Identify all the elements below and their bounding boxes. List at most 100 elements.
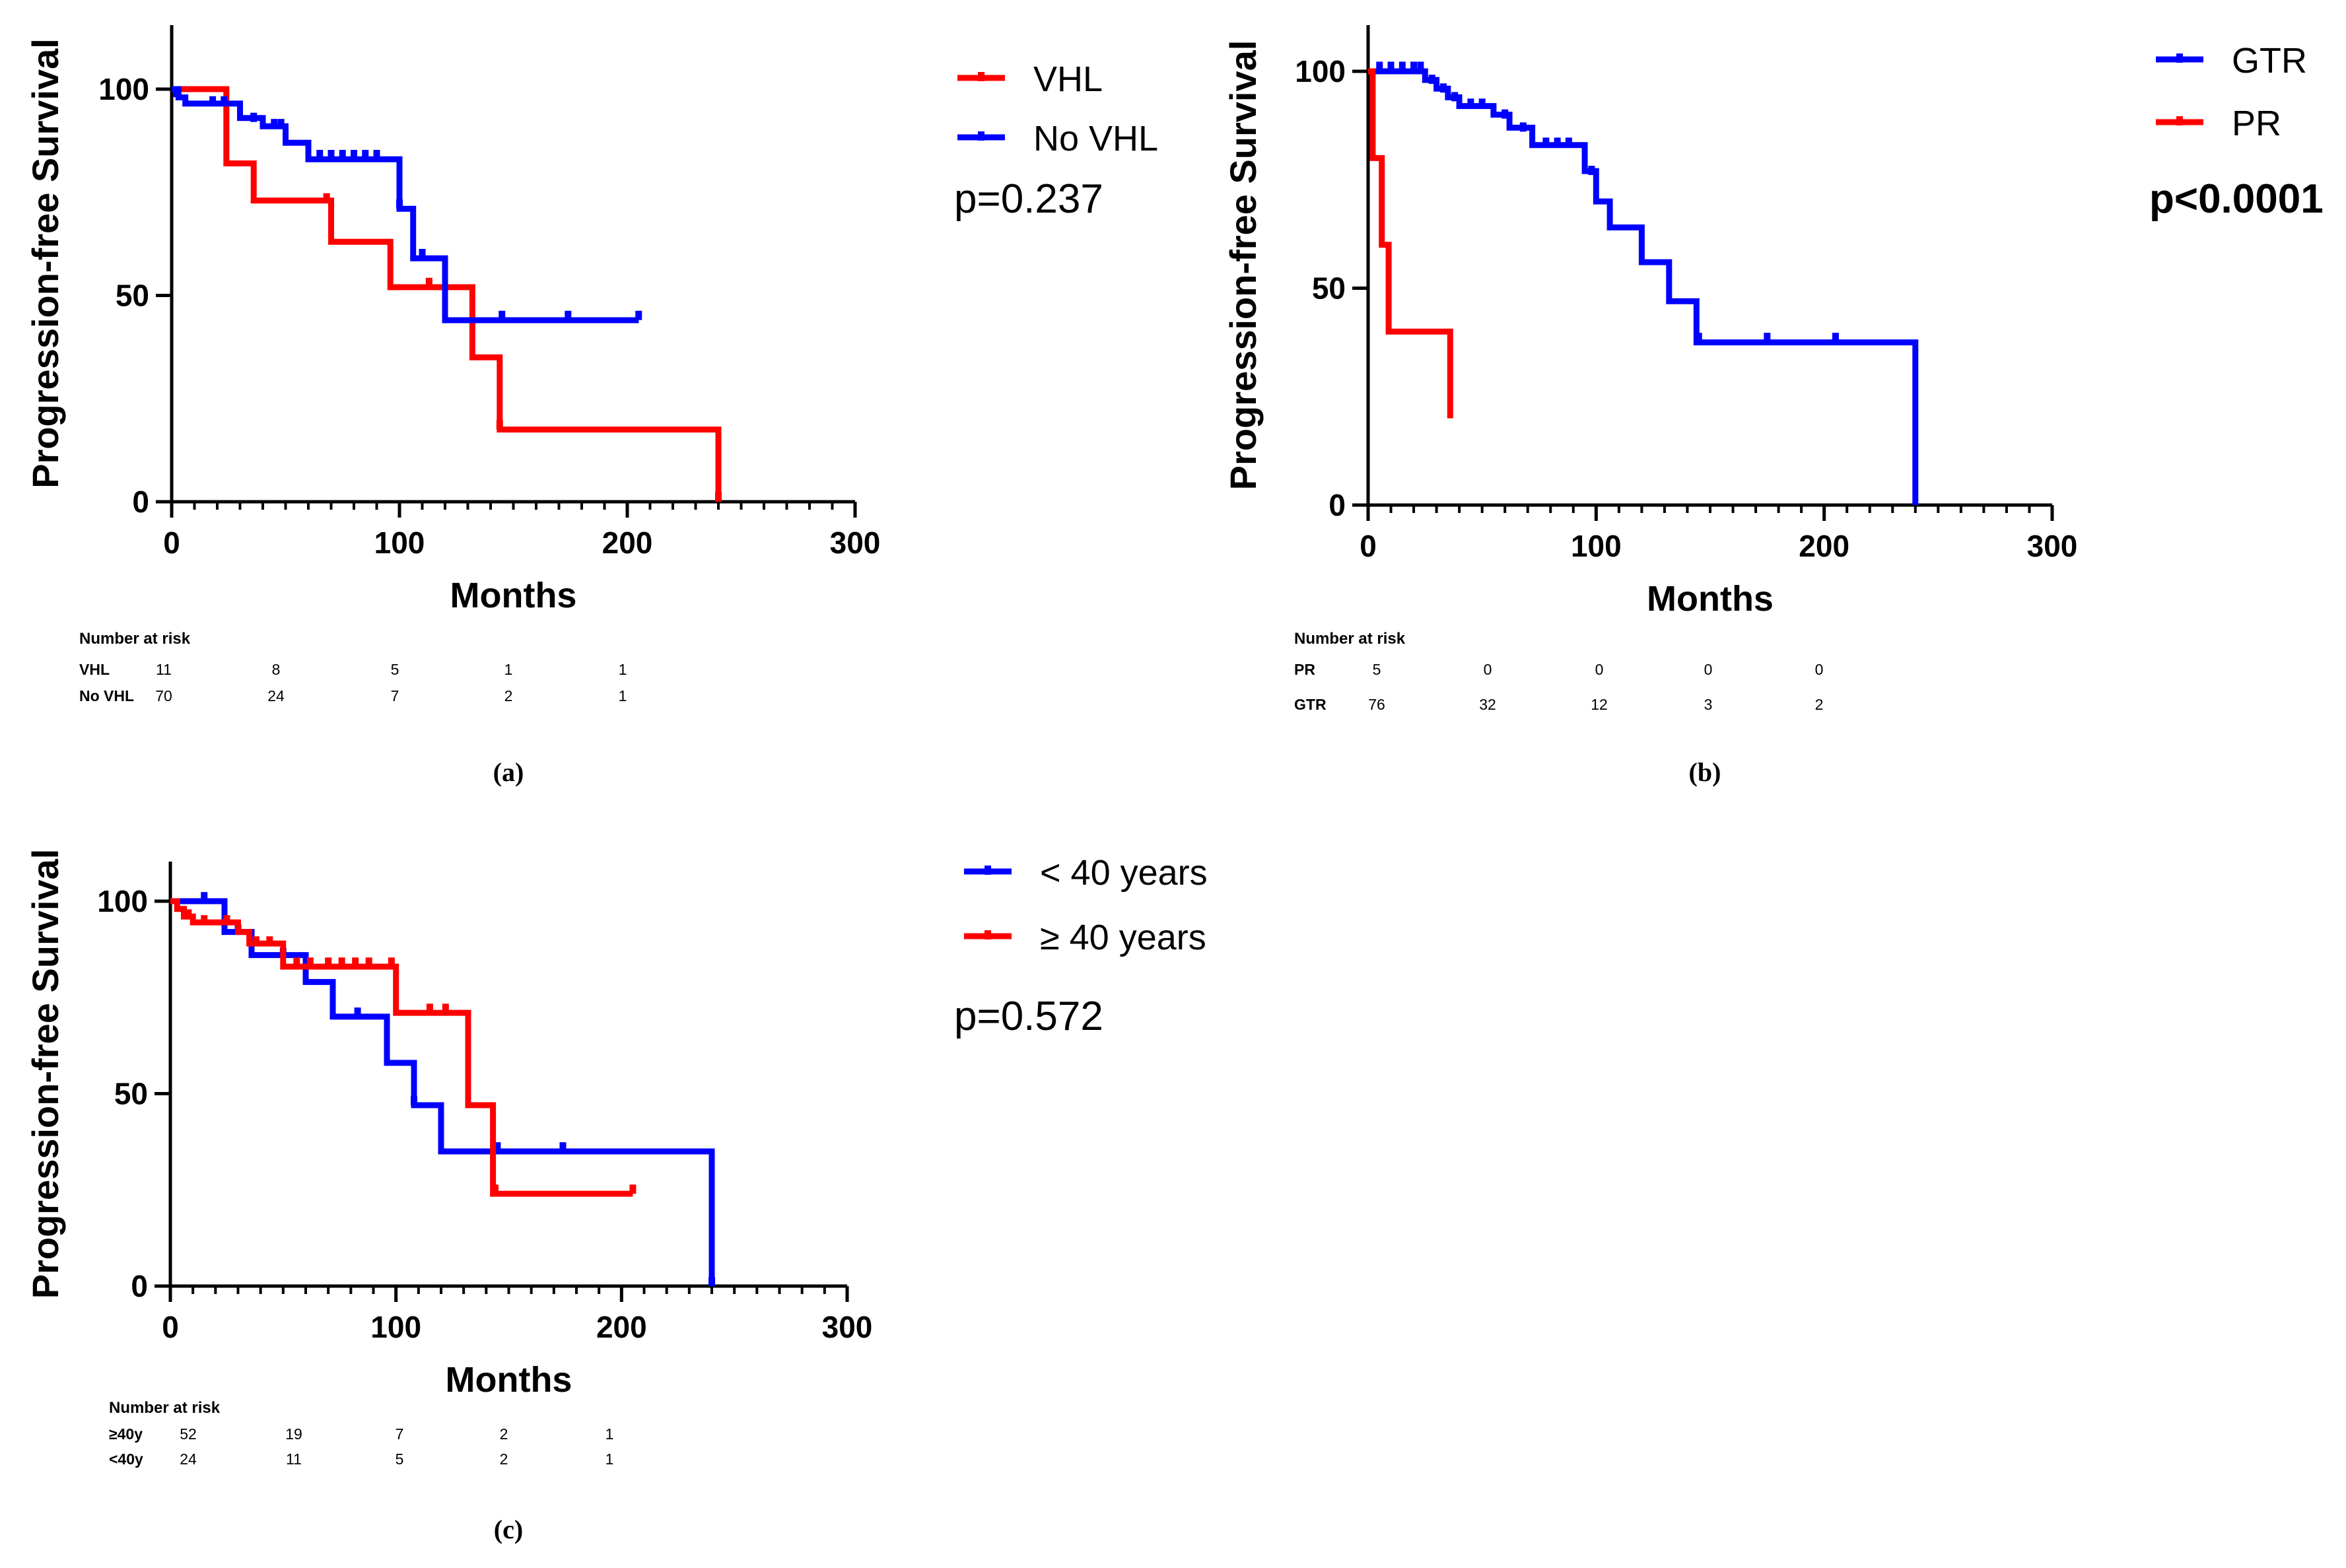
censor-mark — [1439, 83, 1447, 93]
y-tick-label: 100 — [98, 72, 149, 106]
legend-swatch-mark — [2176, 53, 2183, 63]
x-tick-label: 200 — [596, 1310, 647, 1344]
y-axis-title: Progression-free Survival — [1222, 40, 1264, 491]
x-axis-title: Months — [1647, 579, 1774, 619]
censor-mark — [223, 915, 230, 925]
censor-mark — [323, 193, 330, 203]
x-tick-label: 100 — [1571, 529, 1622, 563]
x-tick-label: 100 — [374, 526, 425, 560]
x-tick-label: 300 — [830, 526, 881, 560]
x-tick-label: 300 — [822, 1310, 873, 1344]
censor-mark — [362, 150, 369, 159]
censor-mark — [1387, 61, 1395, 71]
censor-mark — [354, 1007, 361, 1017]
censor-mark — [629, 1184, 637, 1194]
panel-label: (c) — [494, 1515, 523, 1544]
panel-label: (a) — [493, 757, 524, 787]
censor-mark — [1417, 61, 1424, 71]
censor-mark — [271, 119, 278, 129]
legend-label: GTR — [2232, 41, 2307, 81]
x-tick-label: 0 — [162, 1310, 179, 1344]
risk-value: 32 — [1479, 696, 1496, 713]
series-line — [1368, 68, 1453, 419]
series-line — [170, 898, 715, 1286]
censor-mark — [1478, 98, 1486, 108]
risk-value: 11 — [286, 1450, 302, 1468]
censor-mark — [338, 957, 345, 967]
risk-value: 0 — [1484, 661, 1492, 678]
censor-mark — [172, 88, 180, 98]
censor-mark — [1542, 137, 1550, 147]
series-2 — [170, 898, 637, 1197]
censor-mark — [396, 199, 403, 209]
risk-value: 5 — [391, 661, 399, 678]
censor-mark — [442, 1004, 449, 1013]
p-value: p=0.572 — [954, 994, 1103, 1039]
legend-swatch-mark — [984, 866, 991, 875]
y-tick-label: 50 — [116, 279, 149, 313]
risk-value: 8 — [272, 661, 281, 678]
risk-value: 0 — [1704, 661, 1713, 678]
p-value: p<0.0001 — [2149, 176, 2324, 222]
y-tick-label: 0 — [132, 485, 149, 519]
legend-label: ≥ 40 years — [1040, 918, 1206, 957]
censor-mark — [221, 96, 228, 106]
censor-mark — [419, 249, 426, 258]
legend-swatch-mark — [2176, 116, 2183, 125]
series-1 — [172, 86, 722, 502]
y-tick-label: 50 — [1312, 271, 1346, 306]
censor-mark — [1467, 98, 1474, 108]
risk-value: 12 — [1591, 696, 1608, 713]
risk-value: 1 — [605, 1450, 614, 1468]
x-tick-label: 200 — [1799, 529, 1849, 563]
risk-value: 11 — [156, 661, 172, 678]
y-tick-label: 0 — [1328, 488, 1346, 522]
censor-mark — [411, 1096, 417, 1106]
risk-value: 3 — [1704, 696, 1713, 713]
series-line — [1368, 68, 1919, 505]
x-tick-label: 0 — [163, 526, 180, 560]
censor-mark — [492, 1184, 499, 1194]
risk-value: 24 — [180, 1450, 197, 1468]
risk-row-label: PR — [1294, 661, 1315, 678]
x-tick-label: 200 — [602, 526, 653, 560]
legend-label: No VHL — [1033, 119, 1158, 158]
y-tick-label: 50 — [114, 1077, 148, 1111]
censor-mark — [252, 936, 259, 946]
censor-mark — [293, 957, 300, 967]
legend-swatch-mark — [984, 930, 991, 939]
legend-swatch-mark — [978, 131, 984, 141]
series-line — [172, 86, 639, 324]
risk-value: 7 — [391, 687, 399, 704]
censor-mark — [494, 1142, 501, 1152]
censor-mark — [1588, 166, 1595, 176]
series-line — [170, 898, 633, 1197]
x-axis-title: Months — [446, 1360, 572, 1400]
risk-value: 7 — [396, 1425, 404, 1443]
censor-mark — [339, 150, 346, 159]
chart-panel-1: 0 100 200 300 0 50 100 Months Progression-free S… — [24, 25, 1158, 787]
risk-row-label: No VHL — [79, 687, 134, 704]
censor-mark — [635, 310, 642, 320]
censor-mark — [351, 150, 357, 159]
y-tick-label: 100 — [1295, 54, 1346, 88]
risk-value: 70 — [155, 687, 172, 704]
series-1 — [170, 892, 715, 1287]
censor-mark — [425, 277, 432, 287]
risk-value: 1 — [619, 661, 627, 678]
risk-value: 24 — [267, 687, 285, 704]
risk-row-label: ≥40y — [109, 1425, 143, 1443]
y-tick-label: 0 — [131, 1269, 148, 1303]
censor-mark — [1501, 109, 1509, 119]
risk-value: 2 — [504, 687, 513, 704]
legend-swatch-mark — [978, 72, 984, 81]
x-tick-label: 100 — [370, 1310, 421, 1344]
censor-mark — [316, 150, 324, 159]
chart-panel-3: 0 100 200 300 0 50 100 Months Progression-free S… — [24, 849, 1208, 1544]
censor-mark — [185, 909, 192, 919]
series-2 — [1368, 68, 1453, 419]
censor-mark — [1554, 137, 1561, 147]
